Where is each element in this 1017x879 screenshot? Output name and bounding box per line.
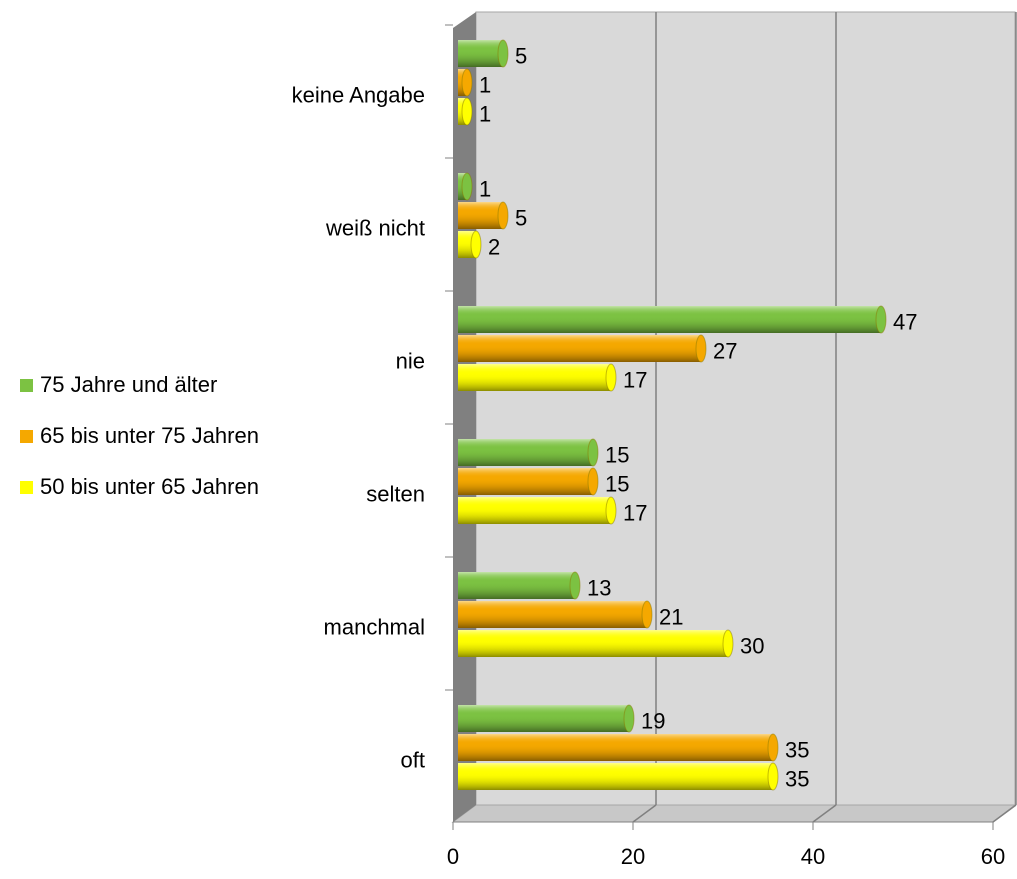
bar-shade (458, 572, 575, 599)
value-label: 1 (479, 176, 491, 201)
value-label: 15 (605, 471, 629, 496)
bar (458, 97, 473, 126)
bar (458, 334, 707, 363)
bar-cap (605, 496, 617, 525)
value-label: 27 (713, 338, 737, 363)
back-wall (475, 11, 1016, 806)
value-label: 15 (605, 442, 629, 467)
bar (458, 438, 599, 467)
bar-cap (569, 571, 581, 600)
grid-line-floor (992, 804, 1017, 823)
value-label: 17 (623, 500, 647, 525)
bar-shade (458, 497, 611, 524)
bar (458, 68, 473, 97)
value-label: 1 (479, 101, 491, 126)
bar-shade (458, 468, 593, 495)
bar-shade (458, 630, 728, 657)
bar-shade (458, 763, 773, 790)
bar-cap (587, 438, 599, 467)
y-tick-label: selten (366, 481, 425, 506)
bar-shade (458, 364, 611, 391)
value-label: 17 (623, 367, 647, 392)
bar-cap (605, 363, 617, 392)
side-wall (453, 12, 476, 822)
bar (458, 704, 635, 733)
bar-shade (458, 202, 503, 229)
bar-cap (587, 467, 599, 496)
value-label: 35 (785, 737, 809, 762)
bar (458, 230, 482, 259)
bar-cap (461, 68, 473, 97)
y-tick-label: weiß nicht (325, 215, 425, 240)
legend-label: 50 bis unter 65 Jahren (40, 474, 259, 499)
bar-cap (641, 600, 653, 629)
bar-cap (695, 334, 707, 363)
bar-shade (458, 439, 593, 466)
bar (458, 39, 509, 68)
bar-shade (458, 734, 773, 761)
x-tick-label: 40 (801, 844, 825, 869)
bar-cap (461, 172, 473, 201)
bar-cap (767, 733, 779, 762)
value-label: 13 (587, 575, 611, 600)
legend-label: 75 Jahre und älter (40, 372, 217, 397)
value-label: 1 (479, 72, 491, 97)
bar-shade (458, 40, 503, 67)
legend-swatch (20, 481, 33, 494)
floor (451, 804, 1017, 823)
value-label: 19 (641, 708, 665, 733)
value-label: 5 (515, 205, 527, 230)
bar-cap (722, 629, 734, 658)
bar-cap (497, 39, 509, 68)
bar-cap (470, 230, 482, 259)
legend-swatch (20, 430, 33, 443)
bar-shade (458, 335, 701, 362)
bar (458, 762, 779, 791)
legend-swatch (20, 379, 33, 392)
y-tick-label: oft (401, 747, 425, 772)
y-tick-label: keine Angabe (292, 82, 425, 107)
bar-shade (458, 705, 629, 732)
value-label: 35 (785, 766, 809, 791)
bar-cap (461, 97, 473, 126)
value-label: 2 (488, 234, 500, 259)
x-tick-label: 20 (621, 844, 645, 869)
legend-label: 65 bis unter 75 Jahren (40, 423, 259, 448)
value-label: 47 (893, 309, 917, 334)
grid-line-floor (812, 804, 837, 823)
value-label: 21 (659, 604, 683, 629)
bar-cap (767, 762, 779, 791)
bar (458, 629, 734, 658)
bar-cap (623, 704, 635, 733)
x-tick-label: 60 (981, 844, 1005, 869)
x-tick-label: 0 (447, 844, 459, 869)
bar (458, 600, 653, 629)
y-tick-label: manchmal (324, 614, 425, 639)
bar-shade (458, 306, 881, 333)
grid-line-floor (632, 804, 657, 823)
bar-cap (497, 201, 509, 230)
y-tick-label: nie (396, 348, 425, 373)
bar (458, 496, 617, 525)
value-label: 5 (515, 43, 527, 68)
bar (458, 201, 509, 230)
bar (458, 571, 581, 600)
bar (458, 363, 617, 392)
bar-shade (458, 601, 647, 628)
bar (458, 467, 599, 496)
bar (458, 305, 887, 334)
bar (458, 733, 779, 762)
value-label: 30 (740, 633, 764, 658)
bar-cap (875, 305, 887, 334)
bar (458, 172, 473, 201)
